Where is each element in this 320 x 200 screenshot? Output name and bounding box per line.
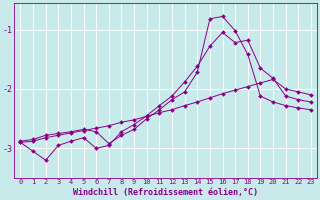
X-axis label: Windchill (Refroidissement éolien,°C): Windchill (Refroidissement éolien,°C) xyxy=(73,188,258,197)
